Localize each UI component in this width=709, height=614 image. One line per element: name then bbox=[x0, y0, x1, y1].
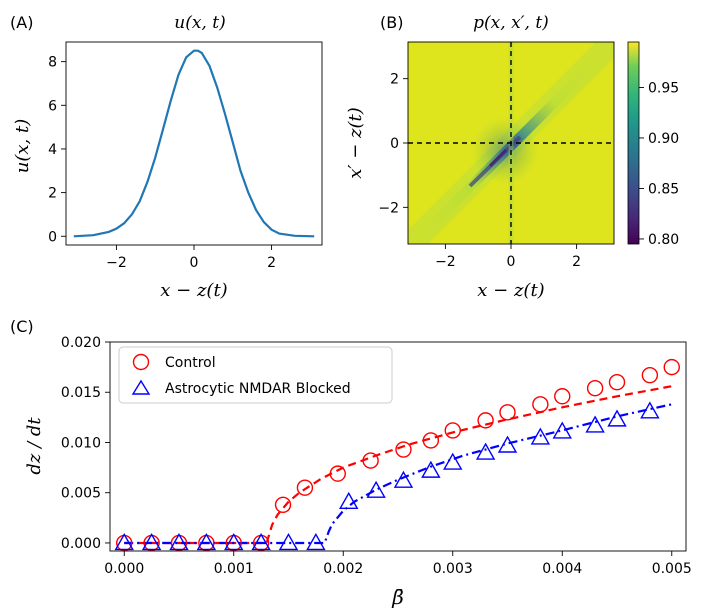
blocked-point bbox=[141, 533, 162, 551]
blocked-point bbox=[196, 533, 217, 551]
control-point bbox=[608, 373, 626, 391]
panel-c-plot bbox=[114, 358, 680, 551]
panel-b-xlabel: x − z(t) bbox=[477, 280, 544, 301]
c-ytick-label: 0.015 bbox=[61, 385, 101, 401]
b-xtick-label: 0 bbox=[507, 254, 516, 270]
colorbar-tick-label: 0.95 bbox=[648, 80, 679, 96]
blocked-point bbox=[251, 533, 271, 551]
panel-c-ylabel: dz / dt bbox=[24, 417, 45, 475]
c-xtick-label: 0.003 bbox=[433, 561, 473, 577]
blocked-point bbox=[530, 427, 551, 445]
control-point bbox=[586, 380, 604, 397]
c-xtick-label: 0.002 bbox=[323, 561, 363, 577]
blocked-point bbox=[393, 470, 414, 488]
a-ytick-label: 0 bbox=[48, 229, 57, 245]
panel-label-c: (C) bbox=[10, 317, 34, 336]
a-xtick-label: 2 bbox=[267, 255, 276, 271]
legend-marker-control bbox=[132, 353, 150, 371]
panel-c-axes bbox=[109, 341, 687, 552]
panel-c-xlabel: β̄ bbox=[391, 585, 404, 609]
panel-label-a: (A) bbox=[10, 13, 33, 32]
panel-b-title: p(x, x′, t) bbox=[473, 13, 549, 33]
blocked-point bbox=[421, 460, 441, 478]
c-xtick-label: 0.001 bbox=[214, 561, 254, 577]
control-point bbox=[499, 404, 516, 421]
panel-c: (C) 0.000 0.001 0.002 0.003 0.004 0.0050.0000… bbox=[10, 317, 692, 609]
panel-a-title: u(x, t) bbox=[174, 13, 225, 33]
colorbar-tick-label: 0.80 bbox=[648, 232, 679, 248]
c-xtick-label: 0.000 bbox=[104, 561, 144, 577]
panel-a: (A) u(x, t) −2 0 2 0 2 4 6 8 u(x, t) x − z(t) bbox=[10, 13, 323, 301]
a-xtick-label: −2 bbox=[106, 255, 127, 271]
c-ytick-label: 0.000 bbox=[61, 536, 101, 552]
c-xtick-label: 0.004 bbox=[542, 561, 582, 577]
blocked-point bbox=[278, 533, 299, 551]
control-point bbox=[663, 358, 680, 376]
blocked-point bbox=[443, 452, 463, 470]
control-point bbox=[477, 412, 494, 429]
panel-a-axes bbox=[65, 41, 323, 246]
a-ytick-label: 4 bbox=[48, 142, 57, 158]
blocked-point bbox=[306, 533, 326, 551]
legend-marker-blocked bbox=[131, 379, 151, 395]
panel-a-ticks: −2 0 2 0 2 4 6 8 bbox=[48, 55, 276, 271]
panel-a-curve bbox=[73, 49, 315, 238]
control-point bbox=[362, 452, 379, 469]
legend-label-blocked: Astrocytic NMDAR Blocked bbox=[165, 381, 351, 397]
colorbar-tick-label: 0.90 bbox=[648, 131, 679, 147]
blocked-point bbox=[169, 533, 189, 551]
control-point bbox=[444, 422, 461, 439]
b-ytick-label: −2 bbox=[378, 200, 399, 216]
control-point bbox=[641, 366, 659, 384]
control-fit-line bbox=[124, 385, 672, 545]
control-point bbox=[395, 441, 412, 458]
legend-label-control: Control bbox=[165, 355, 216, 371]
control-point bbox=[296, 479, 314, 496]
blocked-point bbox=[497, 435, 518, 453]
control-point bbox=[554, 388, 571, 405]
control-point bbox=[422, 432, 440, 449]
panel-c-ticks: 0.000 0.001 0.002 0.003 0.004 0.005 0.000 0.005… bbox=[61, 335, 692, 577]
panel-b-axes bbox=[407, 41, 615, 245]
blocked-point bbox=[475, 442, 496, 460]
a-ytick-label: 2 bbox=[48, 186, 57, 202]
colorbar-tick-label: 0.85 bbox=[648, 181, 679, 197]
panel-a-ylabel: u(x, t) bbox=[12, 119, 33, 173]
legend-box bbox=[118, 346, 393, 404]
blocked-point bbox=[366, 480, 386, 498]
blocked-point bbox=[114, 533, 134, 551]
blocked-point bbox=[640, 401, 660, 419]
legend: Control Astrocytic NMDAR Blocked bbox=[118, 346, 393, 404]
control-point bbox=[329, 465, 346, 482]
b-ytick-label: 0 bbox=[390, 136, 399, 152]
colorbar bbox=[627, 41, 640, 245]
c-xtick-label: 0.005 bbox=[652, 561, 692, 577]
control-point bbox=[274, 496, 292, 513]
panel-label-b: (B) bbox=[380, 13, 403, 32]
panel-b-ticks: −2 0 2 −2 0 2 bbox=[378, 72, 581, 270]
c-ytick-label: 0.005 bbox=[61, 486, 101, 502]
colorbar-ticks: 0.80 0.85 0.90 0.95 bbox=[639, 80, 679, 248]
b-ytick-label: 2 bbox=[390, 72, 399, 88]
blocked-fit-line bbox=[124, 403, 673, 545]
a-ytick-label: 8 bbox=[48, 55, 57, 71]
blocked-point bbox=[607, 409, 627, 427]
panel-b-ylabel: x′ − z(t) bbox=[345, 107, 366, 179]
blocked-point bbox=[224, 533, 244, 551]
control-point bbox=[532, 396, 549, 413]
heatmap-diagonal-min bbox=[488, 148, 508, 168]
a-ytick-label: 6 bbox=[48, 98, 57, 114]
blocked-point bbox=[552, 421, 572, 439]
c-ytick-label: 0.010 bbox=[61, 435, 101, 451]
b-xtick-label: −2 bbox=[435, 254, 456, 270]
blocked-point bbox=[585, 415, 605, 433]
blocked-point bbox=[339, 491, 359, 509]
a-xtick-label: 0 bbox=[190, 255, 199, 271]
c-ytick-label: 0.020 bbox=[61, 335, 101, 351]
panel-a-xlabel: x − z(t) bbox=[160, 280, 227, 301]
b-xtick-label: 2 bbox=[572, 254, 581, 270]
panel-b: (B) p(x, x′, t) −2 0 2 −2 0 2 x′ − z(t) x − z… bbox=[345, 13, 679, 301]
